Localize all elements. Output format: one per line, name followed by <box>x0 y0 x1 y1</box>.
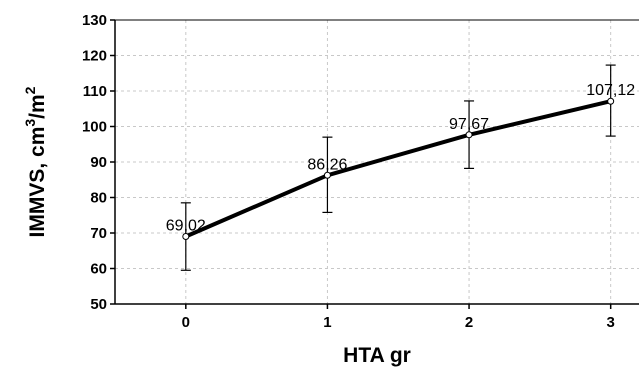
y-axis-title-part: /m <box>26 94 49 119</box>
data-point <box>323 171 331 179</box>
x-tick-label: 3 <box>607 314 615 331</box>
x-tick-label: 0 <box>182 314 190 331</box>
data-point <box>465 131 473 139</box>
y-axis-title-part: IMMVS, cm <box>26 127 49 238</box>
y-tick-label: 50 <box>90 296 107 313</box>
data-label: 86,26 <box>307 156 347 173</box>
y-tick-label: 120 <box>82 48 107 65</box>
y-tick-label: 100 <box>82 119 107 136</box>
data-point <box>182 232 190 240</box>
data-label: 97,67 <box>449 116 489 133</box>
y-axis-title: IMMVS, cm3/m2 <box>22 86 49 237</box>
data-label: 107,12 <box>586 82 635 99</box>
y-axis-title-superscript: 2 <box>22 86 38 94</box>
y-tick-label: 130 <box>82 12 107 29</box>
series-line <box>183 99 613 239</box>
y-tick-label: 60 <box>90 261 107 278</box>
ticks: 50 60 70 80 90 100 110 120 130 0 1 2 3 <box>82 12 615 331</box>
x-tick-label: 2 <box>465 314 473 331</box>
y-axis-title-superscript: 3 <box>22 119 38 127</box>
data-point <box>607 97 615 105</box>
data-label: 69,02 <box>166 217 206 234</box>
y-tick-label: 110 <box>83 83 107 100</box>
y-tick-label: 90 <box>90 154 107 171</box>
y-tick-label: 80 <box>90 190 107 207</box>
x-axis-title: HTA gr <box>343 344 411 367</box>
x-tick-label: 1 <box>323 314 331 331</box>
y-tick-label: 70 <box>90 225 107 242</box>
series-layer: 69,02 86,26 97,67 107,12 <box>166 64 635 271</box>
